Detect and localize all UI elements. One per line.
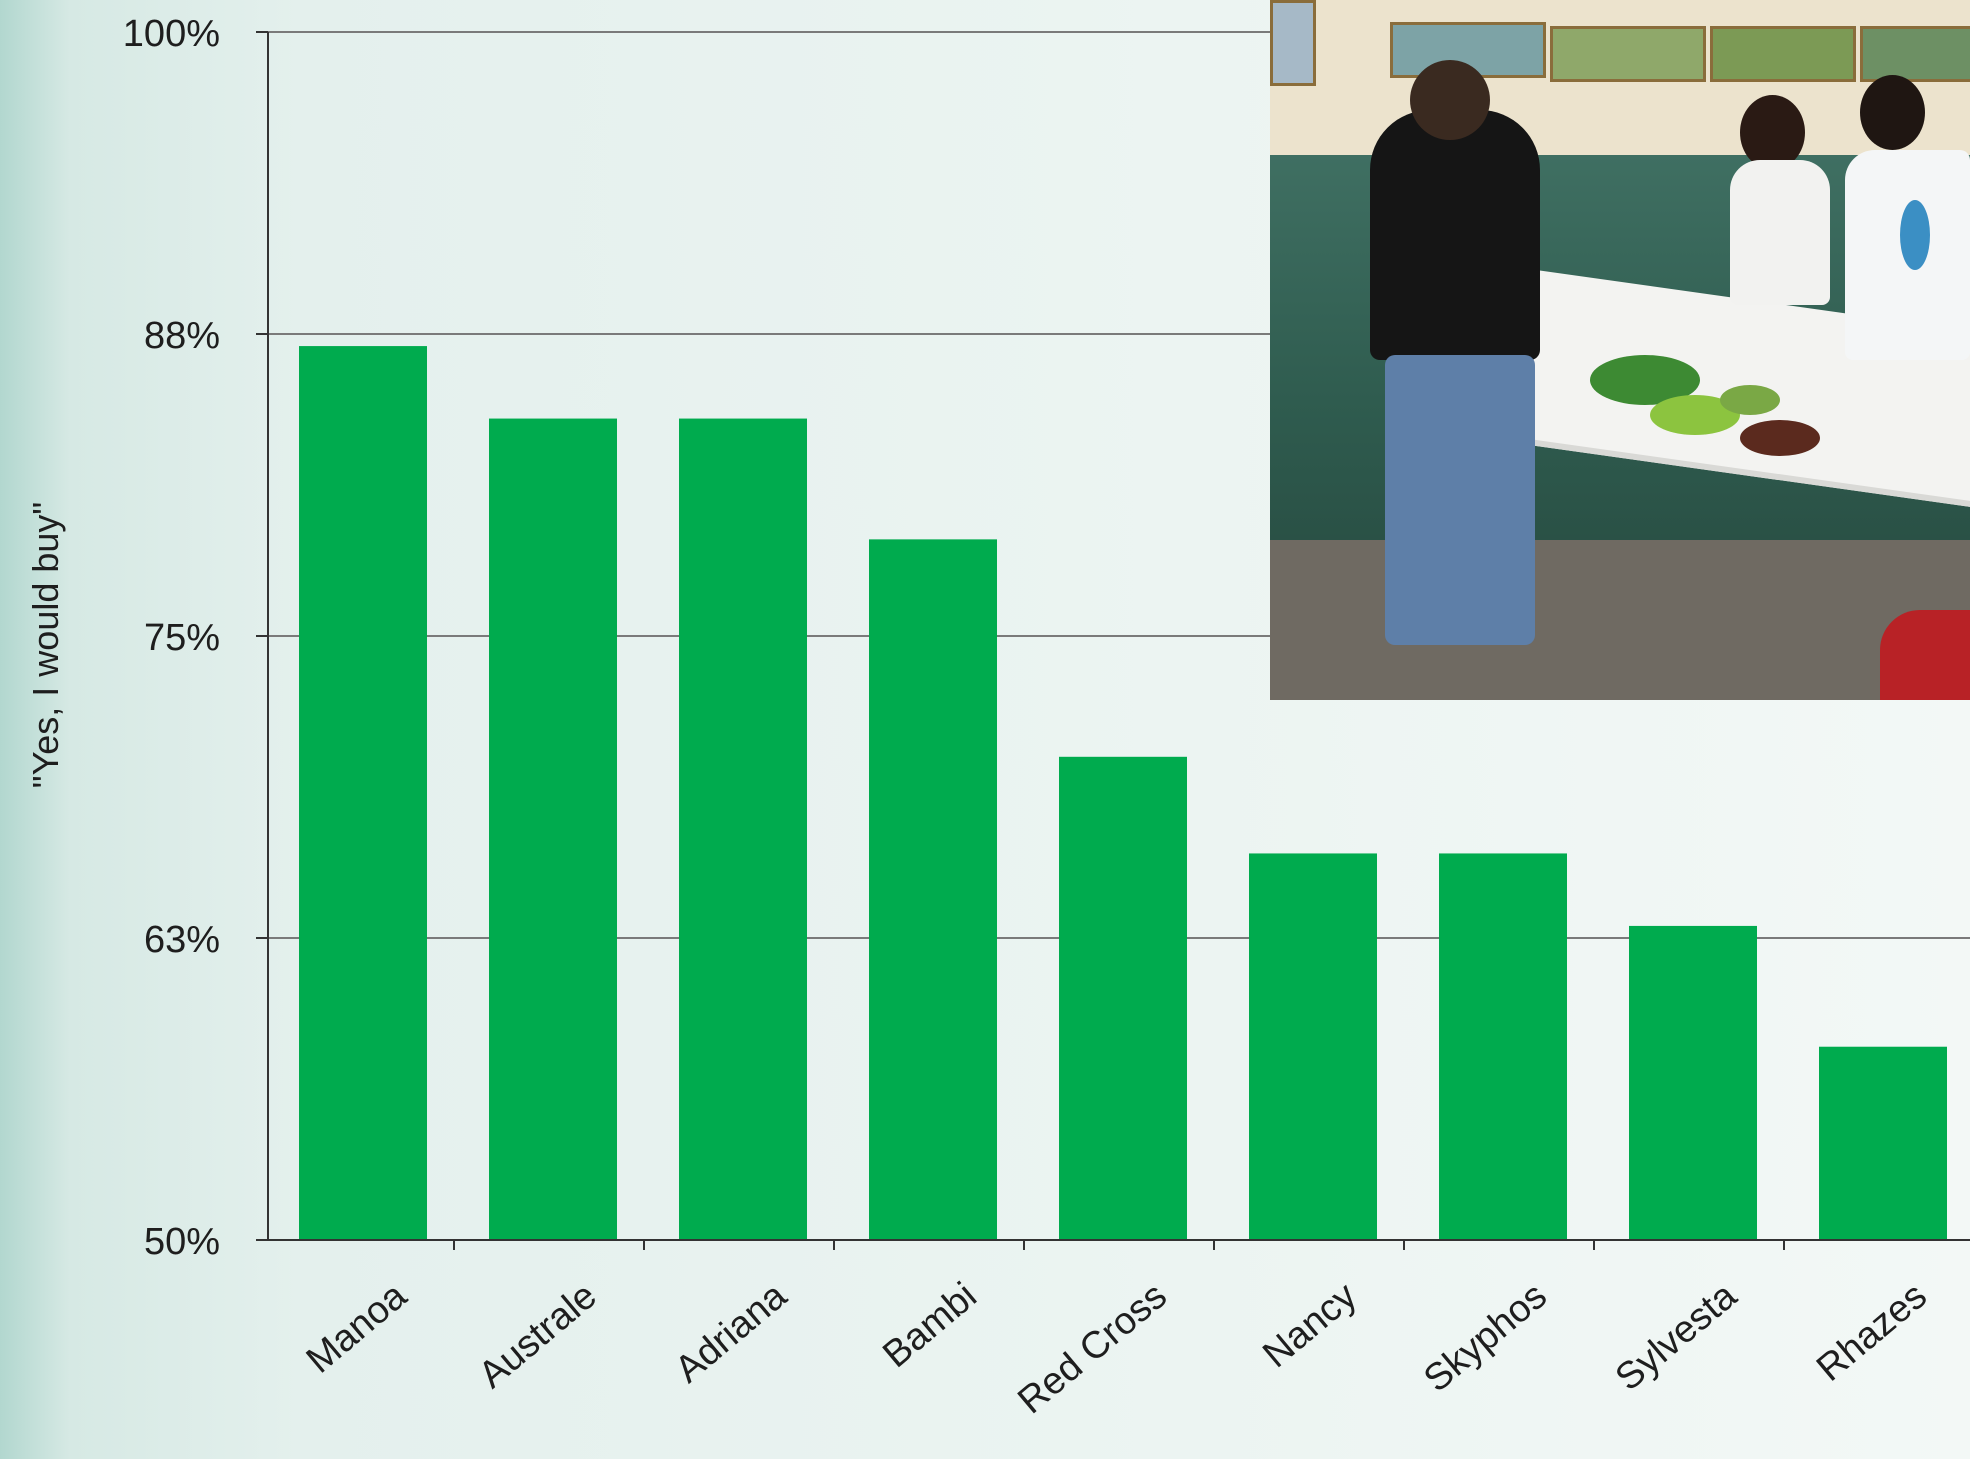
axes: [267, 32, 1970, 1250]
x-tick-label: Nancy: [1255, 1275, 1365, 1376]
x-tick-label: Bambi: [875, 1275, 985, 1376]
bars: [299, 346, 1947, 1241]
photo-greens: [1720, 385, 1780, 415]
x-tick-label: Adriana: [667, 1274, 795, 1391]
bar: [1629, 925, 1757, 1240]
bar: [299, 346, 427, 1241]
photo-painting: [1550, 26, 1706, 82]
y-tick-label: 88%: [144, 315, 220, 357]
x-tick-label: Australe: [471, 1275, 605, 1397]
photo-painting: [1860, 26, 1970, 82]
photo-floor: [1270, 540, 1970, 700]
photo-person: [1860, 75, 1925, 150]
y-tick-label: 100%: [123, 13, 220, 55]
y-tick-label: 75%: [144, 617, 220, 659]
photo-person: [1370, 110, 1540, 360]
bar: [1439, 853, 1567, 1240]
x-tick-label: Sylvesta: [1608, 1274, 1746, 1399]
photo-person: [1900, 200, 1930, 270]
bar: [489, 418, 617, 1240]
y-tick-label: 50%: [144, 1221, 220, 1263]
y-tick-labels: 50% 63% 75% 88% 100%: [123, 13, 220, 1263]
x-tick-label: Rhazes: [1809, 1275, 1935, 1390]
photo-person: [1740, 95, 1805, 170]
photo-person: [1385, 355, 1535, 645]
bar: [679, 418, 807, 1240]
x-tick-label: Manoa: [299, 1274, 416, 1381]
x-tick-label: Skyphos: [1416, 1275, 1555, 1401]
photo-greens: [1740, 420, 1820, 456]
photo-person: [1410, 60, 1490, 140]
photo-person: [1730, 160, 1830, 305]
bar: [1819, 1046, 1947, 1240]
photo-person: [1880, 610, 1970, 700]
y-tick-label: 63%: [144, 919, 220, 961]
y-axis-label: "Yes, I would buy": [25, 502, 66, 788]
x-tick-label: Red Cross: [1010, 1275, 1175, 1423]
photo-painting: [1710, 26, 1856, 82]
bar: [1059, 756, 1187, 1240]
bar: [869, 539, 997, 1240]
market-stall-photo: [1270, 0, 1970, 700]
x-tick-labels: Manoa Australe Adriana Bambi Red Cross Nancy S…: [299, 1274, 1935, 1422]
photo-painting: [1270, 0, 1316, 86]
bar: [1249, 853, 1377, 1240]
